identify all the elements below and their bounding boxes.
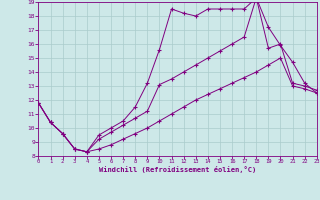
X-axis label: Windchill (Refroidissement éolien,°C): Windchill (Refroidissement éolien,°C) bbox=[99, 166, 256, 173]
